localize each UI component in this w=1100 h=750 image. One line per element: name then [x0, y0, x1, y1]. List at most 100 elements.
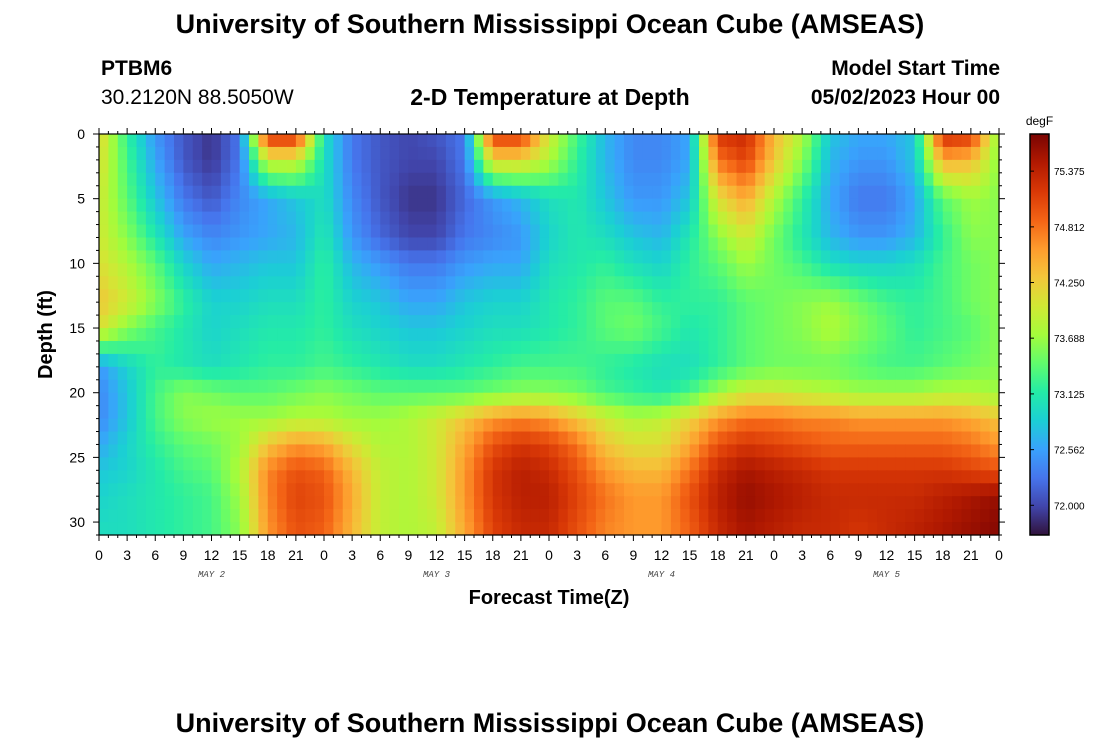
- heatmap-cell: [830, 509, 841, 523]
- heatmap-cell: [661, 366, 672, 381]
- heatmap-cell: [549, 379, 559, 394]
- heatmap-cell: [699, 379, 709, 394]
- heatmap-cell: [455, 483, 466, 497]
- heatmap-cell: [389, 353, 400, 368]
- heatmap-cell: [117, 366, 128, 381]
- heatmap-cell: [952, 418, 963, 433]
- heatmap-cell: [399, 224, 409, 239]
- heatmap-cell: [239, 211, 250, 226]
- heatmap-cell: [164, 366, 175, 381]
- heatmap-cell: [774, 315, 784, 329]
- heatmap-cell: [492, 366, 503, 381]
- heatmap-cell: [417, 444, 428, 458]
- heatmap-cell: [99, 250, 109, 264]
- heatmap-cell: [605, 522, 616, 536]
- heatmap-cell: [211, 509, 222, 523]
- heatmap-cell: [342, 315, 353, 329]
- heatmap-cell: [586, 328, 597, 342]
- heatmap-cell: [136, 392, 147, 407]
- heatmap-cell: [202, 418, 213, 433]
- heatmap-cell: [249, 522, 259, 536]
- heatmap-cell: [211, 392, 222, 407]
- heatmap-cell: [370, 457, 381, 471]
- heatmap-cell: [520, 379, 531, 394]
- heatmap-cell: [717, 276, 728, 290]
- heatmap-cell: [670, 315, 681, 329]
- heatmap-cell: [145, 289, 156, 303]
- heatmap-cell: [249, 431, 259, 446]
- heatmap-cell: [324, 457, 334, 471]
- heatmap-cell: [258, 211, 269, 226]
- heatmap-cell: [352, 366, 363, 381]
- heatmap-cell: [295, 172, 306, 187]
- heatmap-cell: [314, 185, 325, 200]
- heatmap-cell: [427, 353, 438, 368]
- heatmap-cell: [202, 315, 213, 329]
- heatmap-cell: [933, 522, 944, 536]
- heatmap-cell: [642, 302, 653, 316]
- heatmap-cell: [820, 159, 831, 174]
- heatmap-cell: [277, 250, 288, 264]
- x-tick-label: 15: [457, 547, 473, 563]
- heatmap-cell: [427, 496, 438, 510]
- heatmap-cell: [989, 263, 1000, 277]
- heatmap-cell: [305, 431, 316, 446]
- heatmap-cell: [670, 224, 681, 239]
- heatmap-cell: [727, 431, 738, 446]
- heatmap-cell: [174, 159, 184, 174]
- heatmap-cell: [530, 185, 541, 200]
- heatmap-cell: [661, 250, 672, 264]
- heatmap-cell: [933, 289, 944, 303]
- heatmap-cell: [980, 483, 991, 497]
- heatmap-cell: [717, 496, 728, 510]
- heatmap-cell: [211, 353, 222, 368]
- heatmap-cell: [117, 444, 128, 458]
- heatmap-cell: [886, 392, 897, 407]
- heatmap-cell: [202, 379, 213, 394]
- heatmap-cell: [586, 522, 597, 536]
- heatmap-cell: [530, 289, 541, 303]
- heatmap-cell: [877, 250, 888, 264]
- heatmap-cell: [230, 418, 241, 433]
- heatmap-cell: [895, 483, 906, 497]
- heatmap-cell: [774, 483, 784, 497]
- heatmap-cell: [605, 509, 616, 523]
- heatmap-cell: [455, 198, 466, 213]
- heatmap-cell: [99, 405, 109, 420]
- heatmap-cell: [502, 457, 513, 471]
- heatmap-cell: [492, 224, 503, 239]
- heatmap-cell: [483, 224, 494, 239]
- heatmap-cell: [858, 198, 869, 213]
- heatmap-cell: [924, 315, 934, 329]
- heatmap-cell: [277, 289, 288, 303]
- heatmap-cell: [333, 470, 344, 484]
- heatmap-cell: [99, 198, 109, 213]
- heatmap-cell: [549, 224, 559, 239]
- heatmap-cell: [220, 431, 231, 446]
- heatmap-cell: [980, 185, 991, 200]
- heatmap-cell: [689, 250, 700, 264]
- heatmap-cell: [539, 509, 550, 523]
- heatmap-cell: [427, 146, 438, 161]
- heatmap-cell: [717, 444, 728, 458]
- heatmap-cell: [933, 483, 944, 497]
- heatmap-cell: [361, 185, 372, 200]
- heatmap-cell: [202, 302, 213, 316]
- heatmap-cell: [417, 134, 428, 148]
- heatmap-cell: [342, 250, 353, 264]
- heatmap-cell: [989, 496, 1000, 510]
- heatmap-cell: [661, 457, 672, 471]
- heatmap-cell: [952, 159, 963, 174]
- x-tick-label: 0: [545, 547, 553, 563]
- heatmap-cell: [661, 315, 672, 329]
- heatmap-cell: [886, 457, 897, 471]
- heatmap-cell: [258, 302, 269, 316]
- heatmap-cell: [680, 483, 691, 497]
- heatmap-cell: [952, 379, 963, 394]
- heatmap-cell: [924, 457, 934, 471]
- heatmap-cell: [755, 379, 766, 394]
- heatmap-cell: [989, 470, 1000, 484]
- heatmap-cell: [717, 198, 728, 213]
- heatmap-cell: [539, 198, 550, 213]
- heatmap-cell: [839, 483, 850, 497]
